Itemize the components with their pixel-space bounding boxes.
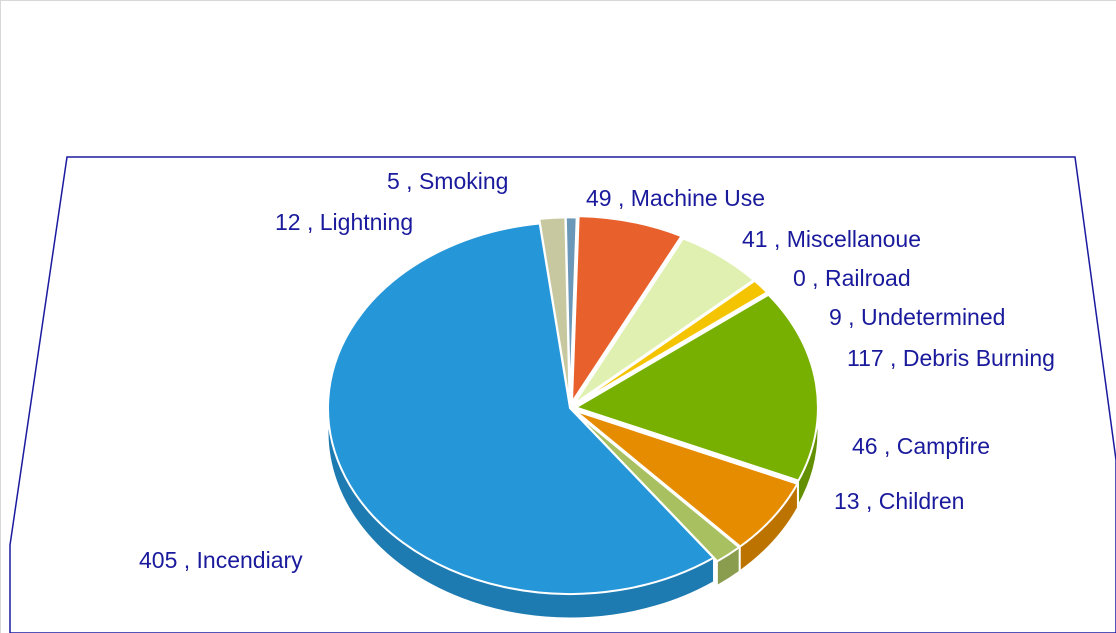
slice-machine-use[interactable] — [570, 215, 683, 406]
data-label-incendiary: 405 , Incendiary — [139, 547, 303, 573]
slice-miscellanoue[interactable] — [572, 237, 756, 406]
slice-incendiary[interactable] — [327, 222, 716, 596]
data-label-lightning: 12 , Lightning — [275, 209, 413, 235]
slice-undetermined[interactable] — [574, 279, 769, 406]
data-label-children: 13 , Children — [834, 488, 964, 514]
slice-campfire[interactable] — [574, 409, 799, 548]
data-label-campfire: 46 , Campfire — [852, 433, 990, 459]
data-label-undetermined: 9 , Undetermined — [829, 304, 1005, 330]
slice-lightning[interactable] — [538, 216, 571, 404]
pie-top-layer — [327, 215, 819, 596]
data-label-smoking: 5 , Smoking — [387, 168, 508, 194]
pie-labels-layer: 5 , Smoking 49 , Machine Use 41 , Miscella… — [139, 168, 1055, 573]
data-label-debris-burning: 117 , Debris Burning — [847, 345, 1055, 371]
slice-debris-burning[interactable] — [573, 293, 819, 482]
data-label-miscellanoue: 41 , Miscellanoue — [742, 226, 921, 252]
data-label-machine-use: 49 , Machine Use — [586, 185, 765, 211]
slice-children[interactable] — [573, 410, 741, 563]
data-label-railroad: 0 , Railroad — [793, 265, 911, 291]
